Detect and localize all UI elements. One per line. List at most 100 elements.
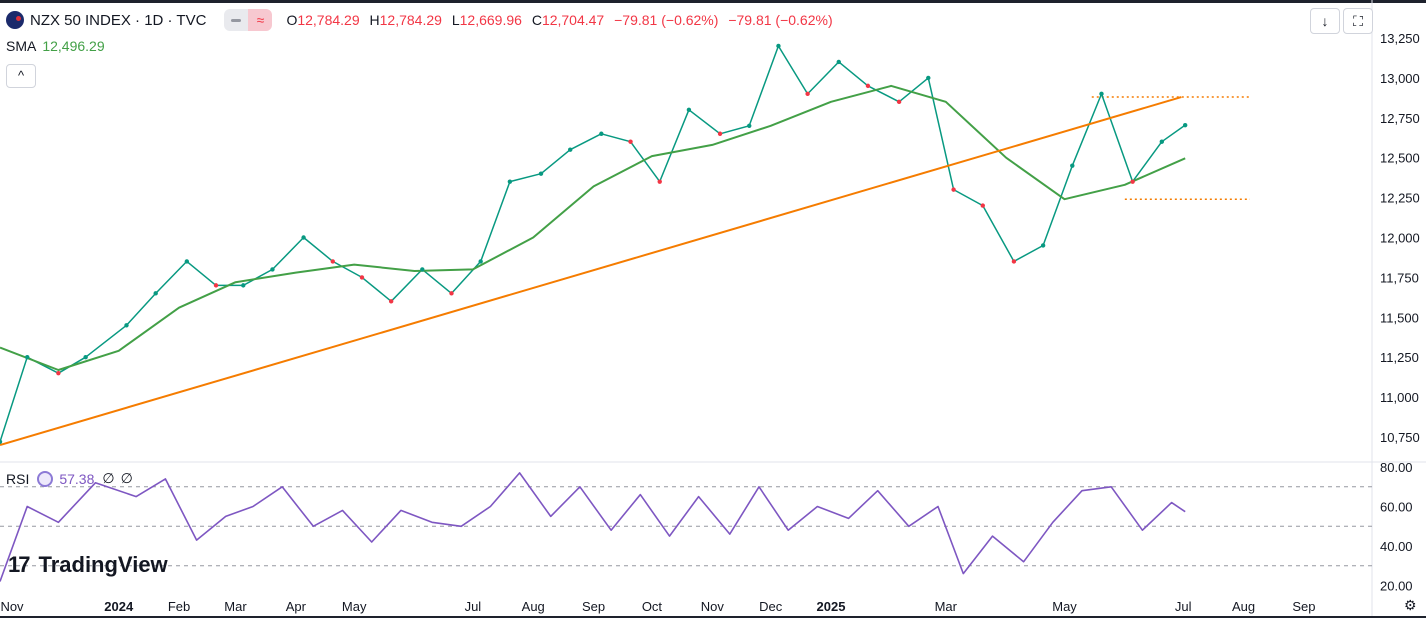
price-point xyxy=(25,355,30,360)
change-value-2: −79.81 (−0.62%) xyxy=(728,12,833,28)
collapse-legend-button[interactable]: ^ xyxy=(6,64,36,88)
price-point xyxy=(301,235,306,240)
time-tick-label: Nov xyxy=(701,599,725,614)
download-button[interactable]: ↓ xyxy=(1310,8,1340,34)
price-tick-label: 12,000 xyxy=(1380,231,1420,246)
download-icon: ↓ xyxy=(1321,13,1329,29)
fullscreen-icon: ⛶ xyxy=(1353,13,1363,29)
time-tick-label: Dec xyxy=(759,599,783,614)
price-point xyxy=(153,291,158,296)
time-tick-label: Aug xyxy=(1232,599,1255,614)
time-tick-label: Sep xyxy=(582,599,605,614)
price-point xyxy=(359,275,365,280)
rsi-extra-2: ∅ xyxy=(120,470,133,486)
bottom-border xyxy=(0,616,1426,618)
price-tick-label: 12,250 xyxy=(1380,191,1420,206)
time-tick-label: Apr xyxy=(286,599,307,614)
rsi-legend[interactable]: RSI 57.38 ∅ ∅ xyxy=(6,470,133,487)
time-tick-label: May xyxy=(342,599,367,614)
change-value: −79.81 (−0.62%) xyxy=(614,12,719,28)
price-line xyxy=(0,45,1186,443)
price-point xyxy=(83,355,88,360)
sma-line xyxy=(0,84,1186,371)
nz-flag-icon xyxy=(6,11,24,29)
price-tick-label: 13,000 xyxy=(1380,71,1420,86)
price-point xyxy=(0,439,3,444)
price-point xyxy=(1070,163,1075,168)
rsi-tick-label: 80.00 xyxy=(1380,460,1413,475)
top-border xyxy=(0,0,1426,3)
price-point xyxy=(538,171,544,176)
rsi-tick-label: 60.00 xyxy=(1380,500,1413,515)
price-point xyxy=(330,259,335,264)
ohlc-values: O12,784.29 H12,784.29 L12,669.96 C12,704… xyxy=(286,12,838,28)
open-value: 12,784.29 xyxy=(297,12,360,28)
price-point xyxy=(270,267,275,272)
gear-icon[interactable]: ⚙ xyxy=(1404,597,1417,613)
low-label: L xyxy=(451,12,460,28)
price-point xyxy=(717,131,723,136)
price-point xyxy=(951,187,956,192)
price-point xyxy=(686,107,692,113)
high-value: 12,784.29 xyxy=(379,12,442,28)
rsi-tick-label: 20.00 xyxy=(1380,579,1413,594)
price-point xyxy=(1040,243,1046,248)
price-tick-label: 11,000 xyxy=(1380,390,1419,405)
price-point xyxy=(507,179,513,184)
price-point xyxy=(805,91,810,97)
price-point xyxy=(926,75,931,81)
price-point xyxy=(657,179,662,184)
time-tick-label: Feb xyxy=(168,599,190,614)
price-point xyxy=(1130,179,1135,184)
price-point xyxy=(747,123,752,128)
close-value: 12,704.47 xyxy=(541,12,605,28)
time-tick-label: Mar xyxy=(935,599,958,614)
price-point xyxy=(241,283,246,288)
time-tick-label: Aug xyxy=(522,599,545,614)
tradingview-logo[interactable]: 17 TradingView xyxy=(8,552,168,578)
symbol-title[interactable]: NZX 50 INDEX · 1D · TVC xyxy=(30,11,207,29)
chevron-up-icon: ^ xyxy=(17,68,25,83)
price-point xyxy=(420,267,425,272)
price-point xyxy=(213,283,219,288)
symbol-legend: NZX 50 INDEX · 1D · TVC ≈ O12,784.29 H12… xyxy=(6,9,839,31)
time-tick-label: May xyxy=(1052,599,1077,614)
rsi-label: RSI xyxy=(6,470,30,487)
price-point xyxy=(599,131,604,136)
wave-icon[interactable]: ≈ xyxy=(248,9,273,31)
close-label: C xyxy=(531,12,542,28)
price-tick-label: 12,500 xyxy=(1380,151,1420,166)
open-label: O xyxy=(286,12,298,28)
price-point xyxy=(836,59,841,65)
price-tick-label: 11,750 xyxy=(1380,270,1419,285)
time-tick-label: 2024 xyxy=(104,599,134,614)
price-point xyxy=(1159,139,1165,144)
chart-type-toggle[interactable]: ≈ xyxy=(224,9,273,31)
price-point xyxy=(388,299,394,304)
price-tick-label: 10,750 xyxy=(1380,430,1420,445)
price-tick-label: 11,250 xyxy=(1380,350,1419,365)
sma-value: 12,496.29 xyxy=(42,38,105,54)
price-tick-label: 11,500 xyxy=(1380,310,1419,325)
sma-legend[interactable]: SMA 12,496.29 xyxy=(6,38,105,54)
sma-label: SMA xyxy=(6,38,37,54)
low-value: 12,669.96 xyxy=(459,12,522,28)
bar-icon[interactable] xyxy=(224,9,249,31)
price-tick-label: 13,250 xyxy=(1380,31,1420,46)
price-point xyxy=(449,291,454,296)
time-tick-label: 2025 xyxy=(817,599,846,614)
fullscreen-button[interactable]: ⛶ xyxy=(1343,8,1373,34)
price-point xyxy=(184,259,190,264)
price-point xyxy=(628,139,633,144)
time-tick-label: Oct xyxy=(642,599,663,614)
rsi-extra-1: ∅ xyxy=(102,470,115,486)
price-point xyxy=(478,259,483,264)
price-point xyxy=(865,83,871,89)
price-point xyxy=(1182,122,1188,128)
price-point xyxy=(1011,259,1017,264)
price-point xyxy=(56,370,61,376)
price-point xyxy=(896,99,902,105)
time-tick-label: Jul xyxy=(465,599,482,614)
rsi-settings-icon[interactable] xyxy=(37,470,54,487)
